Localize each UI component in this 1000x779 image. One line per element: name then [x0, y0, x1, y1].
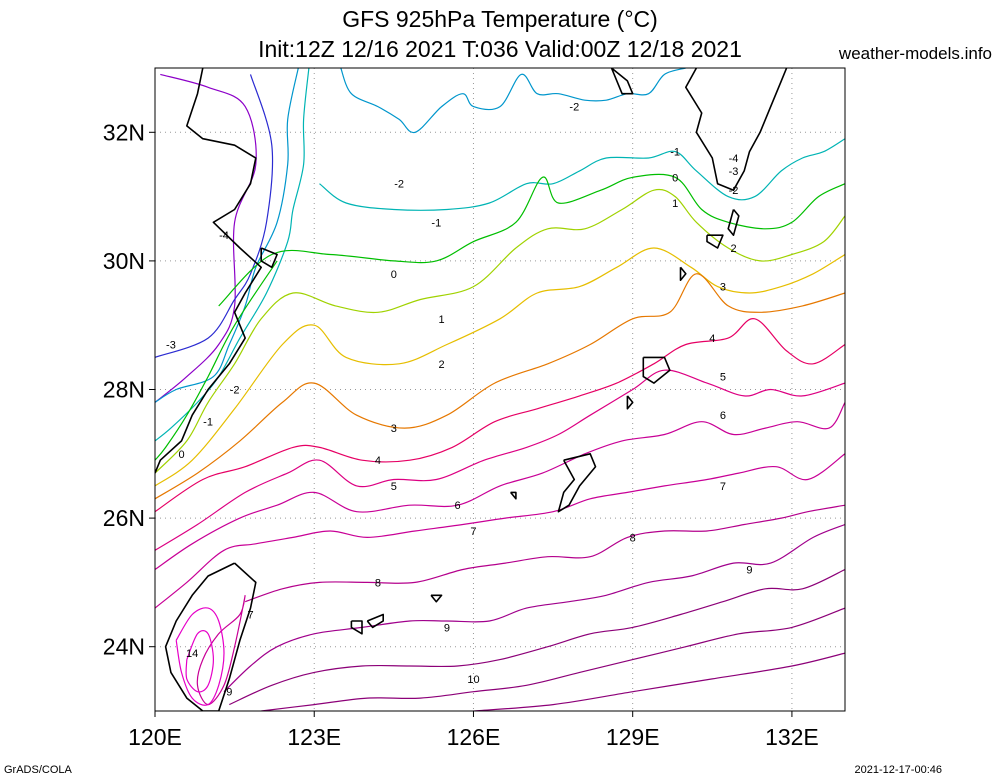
site-credit: weather-models.info — [838, 44, 992, 63]
contour-label: 9 — [226, 687, 232, 699]
x-tick-label: 120E — [128, 724, 182, 750]
coastline-miyako — [430, 594, 443, 603]
coastline-taiwan — [164, 562, 257, 711]
contour-label: 7 — [720, 481, 726, 493]
contour-label: -1 — [670, 147, 680, 159]
isotherm-7 — [196, 595, 246, 706]
isotherm-lines — [155, 68, 845, 711]
contour-label: 7 — [470, 526, 476, 538]
isotherm-3 — [155, 273, 845, 500]
contour-label: 2 — [730, 243, 736, 255]
coastline-okinawa — [557, 453, 597, 513]
contour-label: -2 — [230, 385, 240, 397]
chart-subtitle: Init:12Z 12/16 2021 T:036 Valid:00Z 12/1… — [258, 36, 742, 62]
isotherm--4 — [155, 73, 257, 403]
contour-label: -1 — [431, 217, 441, 229]
contour-label: -2 — [729, 185, 739, 197]
contour-label: 5 — [720, 372, 726, 384]
contour-label: 0 — [178, 449, 184, 461]
isotherm-0 — [155, 260, 278, 461]
x-tick-label: 129E — [606, 724, 660, 750]
coastline-iriomote — [350, 620, 363, 635]
contour-label: 4 — [709, 333, 715, 345]
isotherm--3 — [155, 74, 274, 358]
isotherm-0 — [218, 173, 845, 307]
contour-label: 5 — [391, 481, 397, 493]
y-tick-label: 24N — [103, 634, 145, 660]
contour-label: -3 — [729, 166, 739, 178]
contour-label: 9 — [746, 565, 752, 577]
contour-label: 14 — [186, 648, 198, 660]
contour-label: -3 — [166, 339, 176, 351]
software-credit: GrADS/COLA — [4, 764, 72, 776]
contour-label: -2 — [394, 179, 404, 191]
contour-label: 2 — [439, 359, 445, 371]
isotherm--2 — [155, 68, 299, 403]
x-tick-label: 132E — [765, 724, 819, 750]
isotherm-6 — [155, 402, 845, 570]
coastline-kume — [509, 491, 517, 500]
contour-label: -4 — [219, 230, 229, 242]
contour-label: 0 — [672, 172, 678, 184]
isotherm-12 — [473, 652, 845, 711]
coastline-zhoushan — [260, 247, 278, 269]
isotherm-7 — [155, 453, 845, 609]
timestamp: 2021-12-17-00:46 — [854, 764, 942, 776]
coastline-amami — [642, 356, 671, 384]
isotherm-14 — [175, 607, 225, 706]
x-tick-label: 126E — [447, 724, 501, 750]
x-axis-ticks: 120E 123E 126E 129E 132E — [128, 711, 819, 750]
y-tick-label: 28N — [103, 377, 145, 403]
contour-label: 9 — [444, 622, 450, 634]
coastline-kyushu — [685, 68, 788, 191]
contour-labels: -2 -2 -1 -1 0 0 1 1 2 2 3 3 4 4 5 5 6 6 7 7 7 8 8 9 9 9 10 14 -3 -2 -1… — [166, 102, 752, 699]
y-tick-label: 26N — [103, 505, 145, 531]
y-axis-ticks: 24N 26N 28N 30N 32N — [103, 119, 155, 660]
contour-label: 4 — [375, 455, 381, 467]
contour-label: 8 — [630, 532, 636, 544]
coastlines — [155, 68, 788, 711]
coastline-goto — [610, 68, 634, 95]
contour-label: 6 — [720, 410, 726, 422]
isotherm-8 — [244, 504, 845, 603]
isotherm-10 — [229, 568, 845, 706]
contour-label: 1 — [439, 314, 445, 326]
coastline-yakushima — [706, 234, 724, 249]
contour-label: 7 — [247, 610, 253, 622]
coastline-china-coast — [155, 68, 262, 474]
contour-label: -4 — [729, 153, 739, 165]
isotherm-5 — [155, 369, 845, 551]
isotherm-14 — [185, 630, 215, 693]
isotherm-4 — [155, 318, 845, 513]
contour-label: 3 — [720, 282, 726, 294]
isotherm-11 — [261, 607, 845, 711]
isotherm-1 — [155, 188, 845, 474]
contour-label: -1 — [203, 417, 213, 429]
isotherm-2 — [155, 247, 845, 487]
contour-label: 3 — [391, 423, 397, 435]
chart-title: GFS 925hPa Temperature (°C) — [342, 6, 658, 32]
contour-label: 1 — [672, 198, 678, 210]
coastline-tanegashima — [727, 208, 740, 236]
contour-label: -2 — [569, 102, 579, 114]
y-tick-label: 32N — [103, 119, 145, 145]
x-tick-label: 123E — [287, 724, 341, 750]
y-tick-label: 30N — [103, 248, 145, 274]
coastline-tokuno — [626, 395, 634, 410]
coastline-tokara — [679, 266, 687, 281]
contour-label: 8 — [375, 577, 381, 589]
contour-label: 6 — [454, 500, 460, 512]
contour-label: 10 — [467, 674, 479, 686]
contour-label: 0 — [391, 269, 397, 281]
gridlines — [155, 68, 845, 711]
isotherm--1 — [319, 138, 845, 211]
coastline-ishigaki — [366, 613, 384, 629]
isotherm-9 — [223, 523, 845, 693]
